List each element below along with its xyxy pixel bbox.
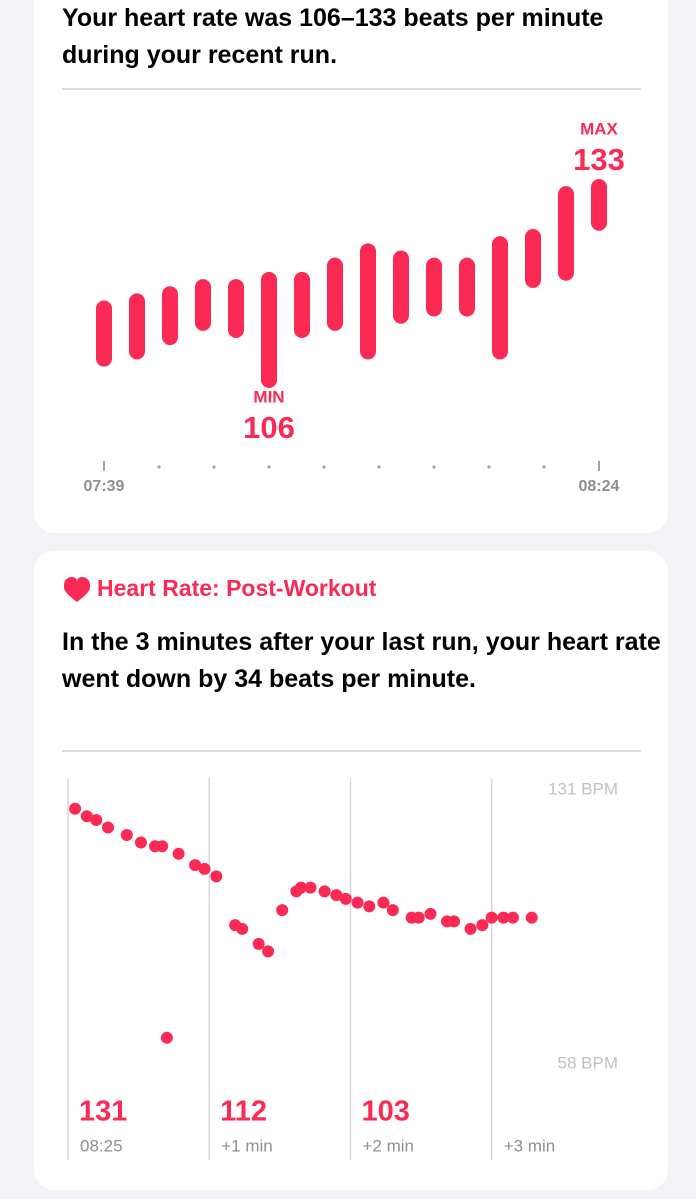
- range-bar: [558, 186, 574, 281]
- point: [189, 859, 202, 872]
- point: [525, 911, 538, 924]
- axis-dot: [432, 465, 436, 469]
- point: [120, 829, 133, 842]
- axis-dot: [322, 465, 326, 469]
- point: [448, 915, 461, 928]
- point: [160, 1031, 173, 1044]
- range-bar: [96, 300, 112, 367]
- range-bar: [195, 279, 211, 331]
- axis-dot: [212, 465, 216, 469]
- minute-value: 103: [361, 1096, 409, 1128]
- x-tick-label: 07:39: [84, 478, 125, 495]
- point: [134, 836, 147, 849]
- min-label: MIN: [253, 387, 284, 406]
- point: [295, 881, 308, 894]
- point: [506, 911, 519, 924]
- point: [236, 922, 249, 935]
- range-bar: [360, 243, 376, 360]
- point: [69, 802, 82, 815]
- point: [363, 900, 376, 913]
- point: [424, 907, 437, 920]
- heart-icon: [64, 577, 90, 602]
- point: [172, 847, 185, 860]
- max-label: MAX: [580, 119, 618, 138]
- y-tick-label: 131 BPM: [548, 779, 618, 798]
- range-bar: [393, 250, 409, 324]
- minute-value: 112: [220, 1096, 267, 1128]
- range-bar: [492, 236, 508, 360]
- workout-summary: Your heart rate was 106–133 beats per mi…: [62, 4, 604, 69]
- point: [262, 945, 275, 958]
- point: [276, 904, 289, 917]
- range-bar: [129, 293, 145, 360]
- point: [351, 896, 364, 909]
- point: [102, 821, 115, 834]
- x-tick-label: +3 min: [504, 1136, 556, 1155]
- range-bar: [426, 257, 442, 317]
- range-bar: [228, 279, 244, 338]
- point: [304, 881, 317, 894]
- range-bar: [327, 257, 343, 331]
- axis-dot: [267, 465, 271, 469]
- axis-dot: [157, 465, 161, 469]
- x-tick-label: 08:25: [80, 1136, 123, 1155]
- point: [156, 840, 169, 853]
- axis-dot: [542, 465, 546, 469]
- range-bar: [294, 271, 310, 338]
- point: [464, 922, 477, 935]
- point: [497, 911, 510, 924]
- min-value: 106: [243, 410, 295, 445]
- range-bar: [261, 271, 277, 388]
- point: [252, 937, 265, 950]
- x-tick-label: +2 min: [362, 1136, 414, 1155]
- max-value: 133: [573, 142, 625, 177]
- point: [412, 911, 425, 924]
- point: [339, 892, 352, 905]
- point: [485, 911, 498, 924]
- post-workout-summary: In the 3 minutes after your last run, yo…: [62, 628, 661, 693]
- point: [476, 919, 489, 932]
- point: [377, 896, 390, 909]
- range-bar: [162, 286, 178, 346]
- range-bar: [591, 179, 607, 231]
- point: [386, 904, 399, 917]
- range-bar: [459, 257, 475, 317]
- x-tick-label: +1 min: [221, 1136, 272, 1155]
- point: [90, 814, 103, 827]
- y-tick-label: 58 BPM: [558, 1053, 618, 1072]
- axis-dot: [377, 465, 381, 469]
- point: [210, 870, 223, 883]
- point: [318, 885, 331, 898]
- card-heading: Heart Rate: Post-Workout: [97, 575, 377, 601]
- point: [198, 862, 211, 875]
- axis-dot: [487, 465, 491, 469]
- point: [80, 810, 93, 823]
- minute-value: 131: [79, 1096, 127, 1128]
- x-tick-label: 08:24: [579, 478, 620, 495]
- point: [330, 889, 343, 902]
- range-bar: [525, 229, 541, 288]
